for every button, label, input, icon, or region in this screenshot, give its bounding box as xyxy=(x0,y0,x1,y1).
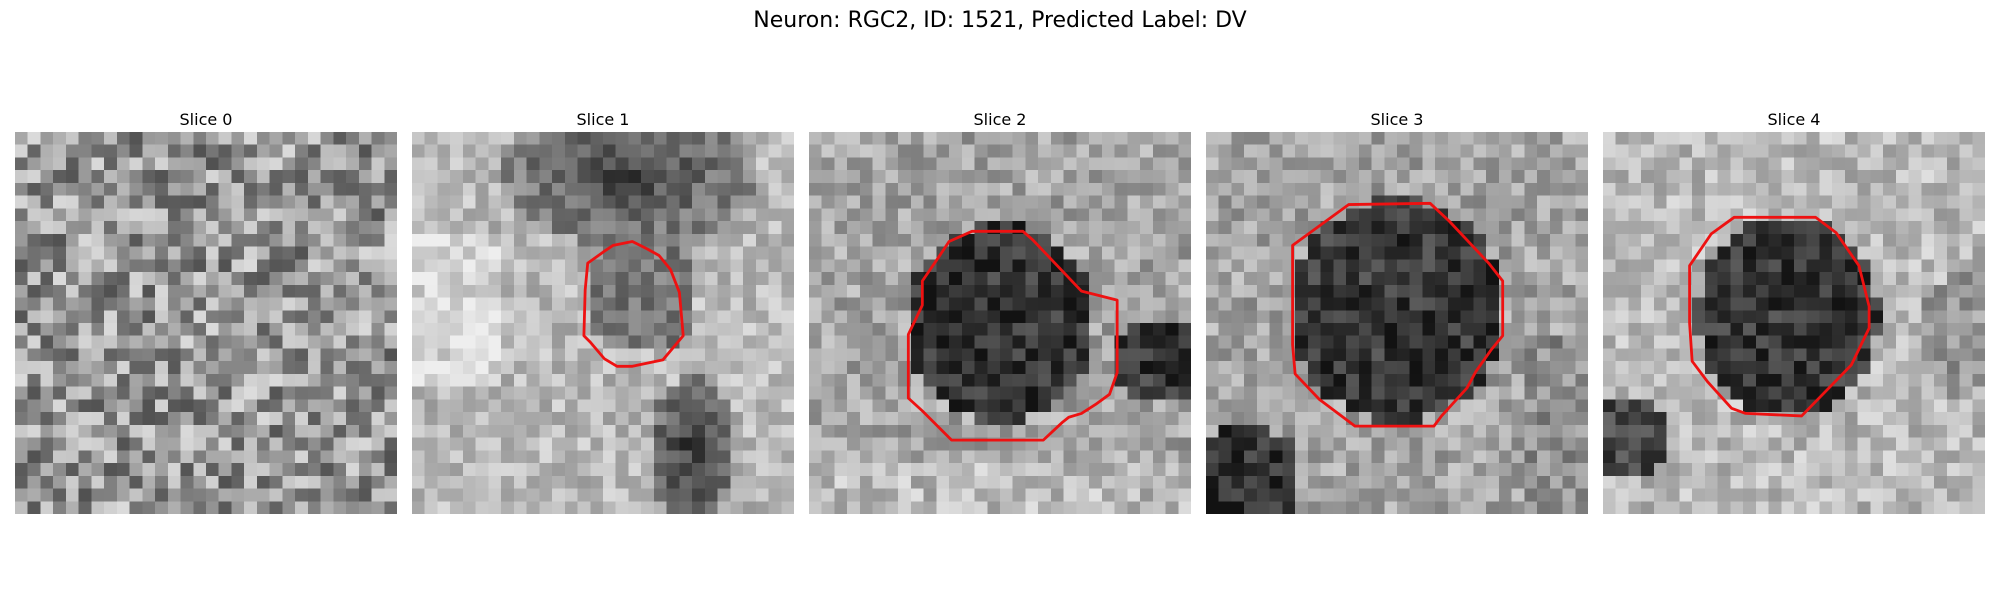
cell-contour xyxy=(906,229,1119,442)
slice-panel-1: Slice 1 xyxy=(412,108,794,514)
slice-title: Slice 0 xyxy=(179,110,233,129)
slice-title: Slice 1 xyxy=(576,110,630,129)
slice-panel-3: Slice 3 xyxy=(1206,108,1588,514)
slice-image xyxy=(1206,132,1588,514)
slice-image xyxy=(412,132,794,514)
slice-image xyxy=(15,132,397,514)
cell-contour xyxy=(1291,201,1505,428)
slice-panel-0: Slice 0 xyxy=(15,108,397,514)
slice-image xyxy=(809,132,1191,514)
slice-title: Slice 2 xyxy=(973,110,1027,129)
slice-panel-4: Slice 4 xyxy=(1603,108,1985,514)
cell-contour xyxy=(582,240,685,368)
figure-title: Neuron: RGC2, ID: 1521, Predicted Label:… xyxy=(753,8,1247,33)
cell-contour xyxy=(1688,215,1871,418)
slice-image xyxy=(1603,132,1985,514)
slice-title: Slice 3 xyxy=(1370,110,1424,129)
slice-title: Slice 4 xyxy=(1767,110,1821,129)
slice-panel-2: Slice 2 xyxy=(809,108,1191,514)
